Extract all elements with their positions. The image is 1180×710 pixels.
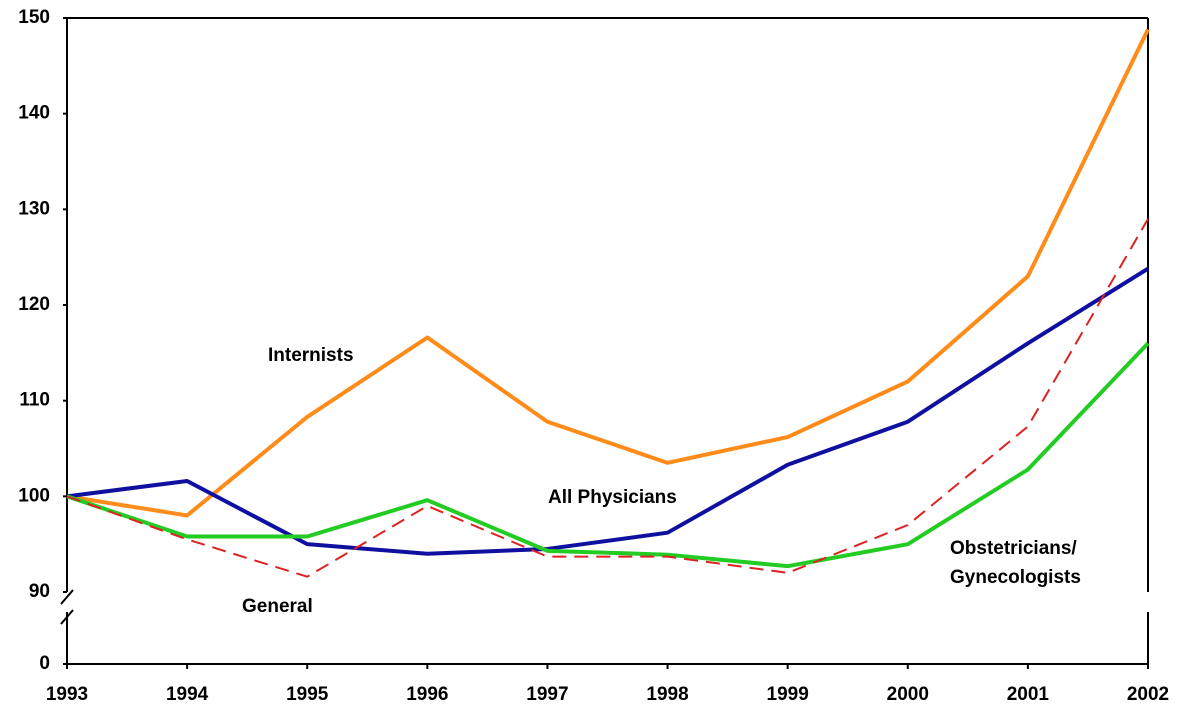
series-label: Obstetricians/ Gynecologists [950,538,1081,588]
series-line [66,218,1149,578]
x-tick-label: 1997 [526,684,568,705]
series-line [66,266,1150,556]
x-tick-label: 1996 [406,684,448,705]
x-tick-label: 1994 [166,684,209,705]
y-tick-label: 110 [19,390,50,411]
axis-break [60,589,74,605]
x-tick-label: 2000 [887,684,929,705]
series-label: Internists [268,345,354,366]
x-tick-label: 2001 [1007,684,1050,705]
series-line [66,341,1150,569]
axis-break [60,609,74,625]
series-label: All Physicians [548,487,677,508]
series-label: General [242,596,313,617]
y-tick-label: 0 [39,653,50,674]
y-tick-label: 140 [18,103,50,124]
x-tick-label: 1999 [767,684,809,705]
x-tick-label: 1998 [646,684,688,705]
y-tick-label: 100 [18,485,50,506]
series-line [66,28,1150,518]
y-tick-label: 90 [29,581,50,602]
x-tick-label: 1995 [286,684,329,705]
x-tick-label: 1993 [46,684,88,705]
y-tick-label: 120 [18,294,50,315]
y-tick-label: 150 [18,7,50,28]
x-tick-label: 2002 [1127,684,1169,705]
y-tick-label: 130 [18,198,50,219]
